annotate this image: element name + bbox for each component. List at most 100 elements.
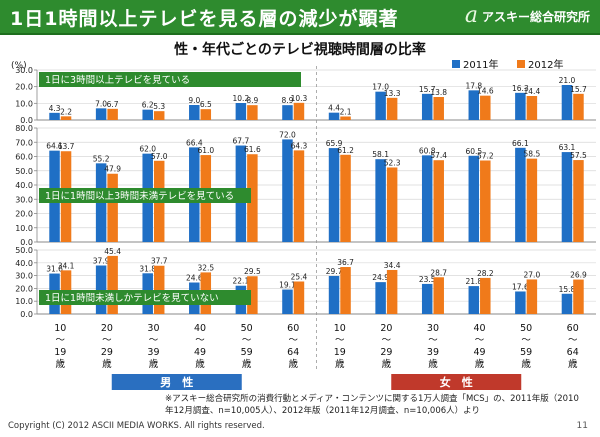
bar-2011	[282, 105, 293, 120]
panel-label-box	[39, 188, 251, 203]
tick-label: 60.0	[15, 153, 33, 162]
category-label: 歳	[102, 358, 112, 370]
data-label-2012: 15.7	[570, 85, 587, 94]
data-label-2011: 7.0	[95, 99, 107, 108]
data-label-2012: 8.9	[246, 96, 258, 105]
category-label: 60	[287, 323, 299, 334]
category-label: 歳	[521, 358, 531, 370]
data-label-2011: 21.8	[465, 277, 482, 286]
bar-2012	[340, 154, 351, 242]
tick-label: 20.0	[15, 210, 33, 219]
data-label-2012: 36.7	[337, 258, 354, 267]
bar-2011	[421, 283, 433, 314]
category-label: 〜	[335, 335, 345, 346]
title-bar: 1日1時間以上テレビを見る層の減少が顕著 a アスキー総合研究所	[0, 0, 600, 35]
data-label-2011: 31.6	[46, 265, 63, 274]
data-label-2012: 28.2	[477, 269, 494, 278]
tick-label: 40.0	[15, 259, 33, 268]
tick-label: 20.0	[15, 284, 33, 293]
data-label-2012: 29.5	[244, 267, 261, 276]
category-label: 〜	[149, 335, 159, 346]
panel-label-box	[39, 290, 251, 305]
tick-label: 30.0	[15, 272, 33, 281]
category-label: 40	[473, 323, 485, 334]
data-label-2012: 14.6	[477, 87, 494, 96]
data-label-2011: 6.2	[142, 101, 154, 110]
data-label-2012: 2.1	[340, 108, 352, 117]
data-label-2012: 2.2	[60, 107, 72, 116]
bar-2011	[421, 155, 433, 242]
category-label: 歳	[382, 358, 392, 370]
data-label-2012: 61.2	[337, 146, 354, 155]
category-label: 歳	[428, 358, 438, 370]
category-label: 〜	[382, 335, 392, 346]
data-label-2012: 32.5	[197, 263, 214, 272]
data-label-2011: 24.6	[186, 274, 203, 283]
data-label-2011: 58.1	[372, 150, 389, 159]
data-label-2011: 67.7	[233, 137, 250, 146]
category-label: 50	[520, 323, 532, 334]
bar-2011	[468, 155, 480, 242]
category-label: 29	[380, 347, 392, 358]
bar-2012	[293, 102, 305, 120]
bar-2012	[293, 150, 305, 242]
data-label-2011: 15.7	[419, 85, 436, 94]
panel-label: 1日に1時間未満しかテレビを見ていない	[45, 292, 219, 304]
data-label-2011: 22.1	[233, 277, 250, 286]
data-label-2011: 60.5	[465, 147, 482, 156]
bar-2012	[573, 160, 584, 242]
bar-2012	[200, 109, 212, 120]
data-label-2012: 13.8	[430, 88, 447, 97]
data-label-2012: 45.4	[104, 247, 121, 256]
data-label-2011: 65.9	[326, 139, 343, 148]
category-label: 歳	[475, 358, 485, 370]
brand-logo-icon: a	[464, 3, 478, 28]
category-label: 64	[567, 347, 579, 358]
category-label: 49	[194, 347, 206, 358]
bar-2012	[153, 111, 165, 120]
data-label-2012: 34.1	[58, 261, 75, 270]
category-label: 歳	[149, 358, 159, 370]
data-label-2012: 64.3	[291, 141, 308, 150]
tick-label: 50.0	[15, 246, 33, 255]
bar-2011	[468, 90, 480, 120]
bar-2012	[386, 269, 398, 314]
data-label-2012: 6.7	[107, 100, 119, 109]
data-label-2012: 37.7	[151, 257, 168, 266]
bar-2012	[107, 255, 118, 314]
bar-2012	[60, 116, 72, 120]
bar-2011	[375, 91, 386, 120]
tick-label: 20.0	[15, 83, 33, 92]
data-label-2011: 72.0	[279, 130, 296, 139]
bar-2011	[328, 148, 340, 242]
group-label-female: 女 性	[440, 375, 473, 389]
bar-2011	[515, 291, 526, 314]
data-label-2012: 52.3	[384, 158, 401, 167]
tick-label: 50.0	[15, 167, 33, 176]
bar-2012	[386, 97, 398, 120]
category-label: 歳	[195, 358, 205, 370]
bar-2012	[107, 173, 118, 242]
bar-2012	[153, 265, 165, 314]
bar-2011	[282, 289, 293, 314]
bar-2011	[235, 103, 247, 120]
tick-label: 40.0	[15, 181, 33, 190]
bar-2012	[247, 154, 258, 242]
bar-2012	[526, 279, 538, 314]
data-label-2011: 63.1	[559, 143, 576, 152]
category-label: 歳	[56, 358, 66, 370]
brand-name: アスキー総合研究所	[481, 9, 590, 24]
bar-2011	[515, 147, 526, 242]
data-label-2012: 10.3	[291, 94, 308, 103]
tick-label: 10.0	[15, 224, 33, 233]
data-label-2012: 58.5	[524, 150, 541, 159]
category-label: 59	[241, 347, 253, 358]
category-label: 39	[427, 347, 439, 358]
category-label: 〜	[102, 335, 112, 346]
data-label-2012: 27.0	[524, 270, 541, 279]
bar-2011	[282, 139, 293, 242]
copyright: Copyright (C) 2012 ASCII MEDIA WORKS. Al…	[8, 421, 265, 431]
category-label: 〜	[288, 335, 298, 346]
category-label: 19	[334, 347, 346, 358]
